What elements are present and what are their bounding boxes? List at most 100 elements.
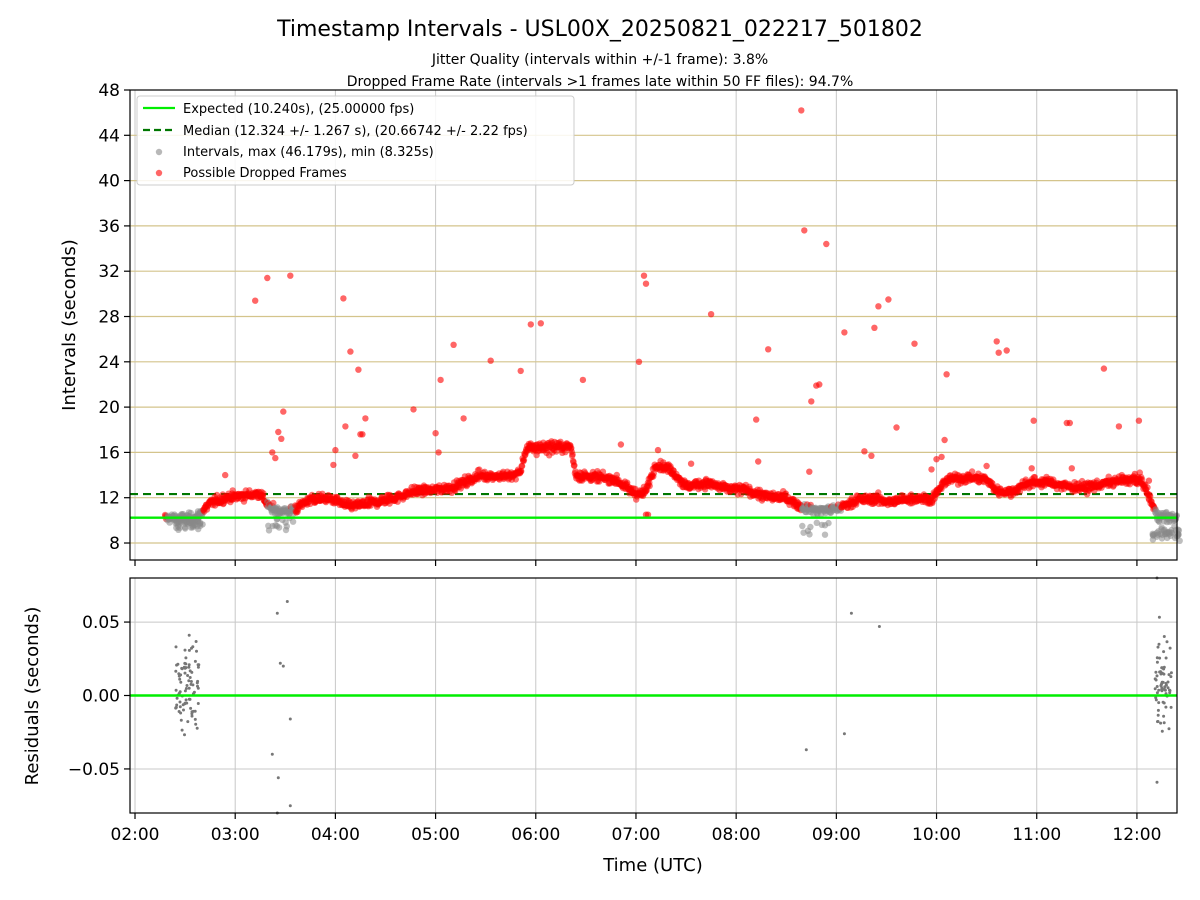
dropped-frame-outlier (352, 452, 359, 459)
residuals-y-ticks: −0.05 0.00 0.05 (68, 613, 130, 780)
residual-point (1168, 646, 1172, 650)
residual-point (1161, 680, 1165, 684)
residual-point (285, 600, 289, 603)
dropped-frame-outlier (1068, 465, 1076, 472)
residual-point (196, 702, 200, 705)
dropped-frame-outlier (1066, 419, 1074, 427)
residual-point (177, 672, 181, 676)
dropped-frame-outlier (410, 406, 417, 413)
dropped-frame-outlier (928, 466, 935, 473)
interval-point (1176, 537, 1183, 544)
residual-point (278, 661, 282, 665)
interval-point (1150, 532, 1157, 539)
residual-point (1167, 727, 1171, 731)
dropped-frame-outlier (798, 107, 805, 114)
residual-point (1168, 689, 1172, 693)
residual-point (193, 709, 197, 713)
x-tick-label: 10:00 (912, 825, 961, 845)
dropped-frame-outlier (1003, 347, 1010, 354)
intervals-y-tick-label: 16 (98, 443, 120, 463)
dropped-frame-outlier (765, 346, 772, 353)
residual-point (1160, 689, 1164, 693)
residual-point (288, 717, 292, 721)
residual-point (192, 690, 196, 694)
intervals-y-tick-label: 48 (98, 81, 120, 101)
dropped-frame-outlier (755, 458, 762, 465)
interval-point (282, 526, 290, 534)
residual-point (1162, 635, 1166, 638)
dropped-frame-outlier (579, 376, 587, 384)
x-tick-label: 07:00 (611, 825, 660, 845)
residual-point (1155, 656, 1159, 660)
dropped-frame-outlier (644, 511, 652, 518)
dropped-frame-outlier (537, 320, 544, 327)
dropped-frame-point (571, 462, 578, 469)
dropped-frame-outlier (875, 303, 882, 310)
dropped-frame-outlier (993, 338, 1000, 345)
interval-point (1160, 527, 1168, 534)
residual-point (1169, 675, 1173, 679)
interval-point (806, 531, 813, 538)
residual-point (877, 625, 881, 628)
residual-point (197, 663, 201, 667)
dropped-frame-outlier (1135, 417, 1143, 424)
residual-point (288, 804, 292, 808)
dropped-frame-outlier (871, 324, 878, 331)
residual-point (1157, 701, 1161, 705)
chart-subtitle-jitter: Jitter Quality (intervals within +/-1 fr… (431, 52, 768, 68)
dropped-frame-outlier (885, 296, 892, 303)
residual-point (175, 696, 179, 700)
residuals-x-ticks: 02:00 03:00 04:00 05:00 06:00 07:00 08:00 09:00… (111, 813, 1161, 845)
dropped-frame-outlier (437, 376, 444, 384)
dropped-frame-point (1144, 484, 1151, 491)
dropped-frame-outlier (635, 358, 643, 365)
chart-subtitle-dropped: Dropped Frame Rate (intervals >1 frames … (347, 74, 854, 90)
residuals-y-axis-label: Residuals (seconds) (22, 607, 43, 786)
residual-point (182, 665, 186, 669)
residual-point (184, 698, 188, 702)
interval-point (175, 521, 183, 528)
residual-point (179, 680, 183, 684)
residual-point (187, 633, 191, 637)
intervals-x-ticks (134, 560, 1138, 566)
dropped-frame-outlier (272, 454, 279, 462)
dropped-frame-outlier (806, 468, 813, 475)
residual-point (190, 712, 194, 716)
residual-point (804, 748, 808, 752)
residual-point (183, 648, 187, 652)
residual-point (1155, 685, 1159, 688)
residual-point (195, 726, 199, 730)
x-axis-label: Time (UTC) (602, 855, 703, 876)
interval-point (821, 522, 829, 529)
interval-point (813, 519, 820, 526)
dropped-frame-outlier (1145, 477, 1153, 484)
residual-point (196, 679, 200, 683)
residual-point (1157, 615, 1161, 619)
residual-point (178, 700, 182, 704)
x-tick-label: 04:00 (311, 825, 360, 845)
residual-point (174, 669, 178, 673)
residual-point (190, 714, 194, 718)
residual-point (1161, 700, 1165, 704)
intervals-y-tick-label: 44 (98, 126, 120, 146)
dropped-frame-outlier (527, 321, 534, 328)
dropped-frame-outlier (330, 461, 337, 469)
dropped-frame-outlier (1030, 417, 1037, 424)
intervals-points (130, 107, 1183, 544)
x-tick-label: 05:00 (411, 825, 460, 845)
intervals-y-ticks: 8 12 16 20 24 28 32 36 40 44 48 (98, 81, 130, 554)
residual-point (1159, 672, 1163, 676)
dropped-frame-outlier (1100, 365, 1108, 372)
residual-point (186, 720, 190, 724)
residuals-y-tick-label: −0.05 (68, 760, 120, 780)
residuals-y-tick-label: 0.00 (82, 687, 120, 707)
dropped-frame-outlier (808, 398, 815, 405)
residual-point (181, 703, 185, 707)
residual-point (193, 717, 197, 721)
dropped-frame-outlier (943, 371, 950, 378)
residual-point (180, 666, 184, 670)
legend-dropped-label: Possible Dropped Frames (183, 166, 347, 181)
dropped-frame-point (650, 470, 657, 477)
residual-point (1162, 687, 1166, 691)
residual-point (1156, 713, 1160, 717)
